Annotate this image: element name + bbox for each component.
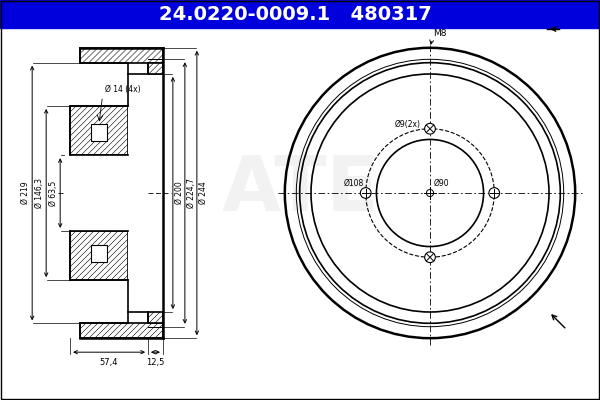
Circle shape [427, 190, 434, 196]
Text: Ø 14 (4x): Ø 14 (4x) [105, 86, 140, 94]
Text: 12,5: 12,5 [146, 358, 164, 367]
Text: Ø9(2x): Ø9(2x) [395, 120, 421, 129]
Bar [128, 74, 148, 312]
Text: M8: M8 [433, 29, 446, 38]
Text: Ø 219: Ø 219 [21, 182, 30, 204]
Text: 24.0220-0009.1   480317: 24.0220-0009.1 480317 [158, 4, 431, 24]
Bar [65, 155, 128, 231]
Bar [80, 48, 163, 63]
Text: Ø90: Ø90 [434, 179, 449, 188]
Text: Ø 200: Ø 200 [175, 182, 184, 204]
Text: 40,3: 40,3 [128, 165, 147, 174]
Bar [70, 231, 128, 280]
Text: 57,4: 57,4 [100, 358, 118, 367]
Bar [70, 106, 128, 155]
Text: Ø 63,5: Ø 63,5 [49, 180, 58, 206]
Bar [148, 312, 163, 323]
Text: ATE: ATE [221, 153, 379, 227]
Text: Ø 146,3: Ø 146,3 [35, 178, 44, 208]
Bar [80, 323, 163, 338]
Bar [148, 63, 163, 74]
Bar [91, 124, 107, 141]
Text: Ø 244: Ø 244 [199, 182, 208, 204]
Bar [0, 0, 600, 28]
Circle shape [425, 123, 436, 134]
Circle shape [425, 252, 436, 263]
Text: Ø 224,7: Ø 224,7 [187, 178, 196, 208]
Bar [91, 245, 107, 262]
Text: Ø108: Ø108 [343, 179, 364, 188]
Circle shape [489, 188, 500, 198]
Circle shape [361, 188, 371, 198]
